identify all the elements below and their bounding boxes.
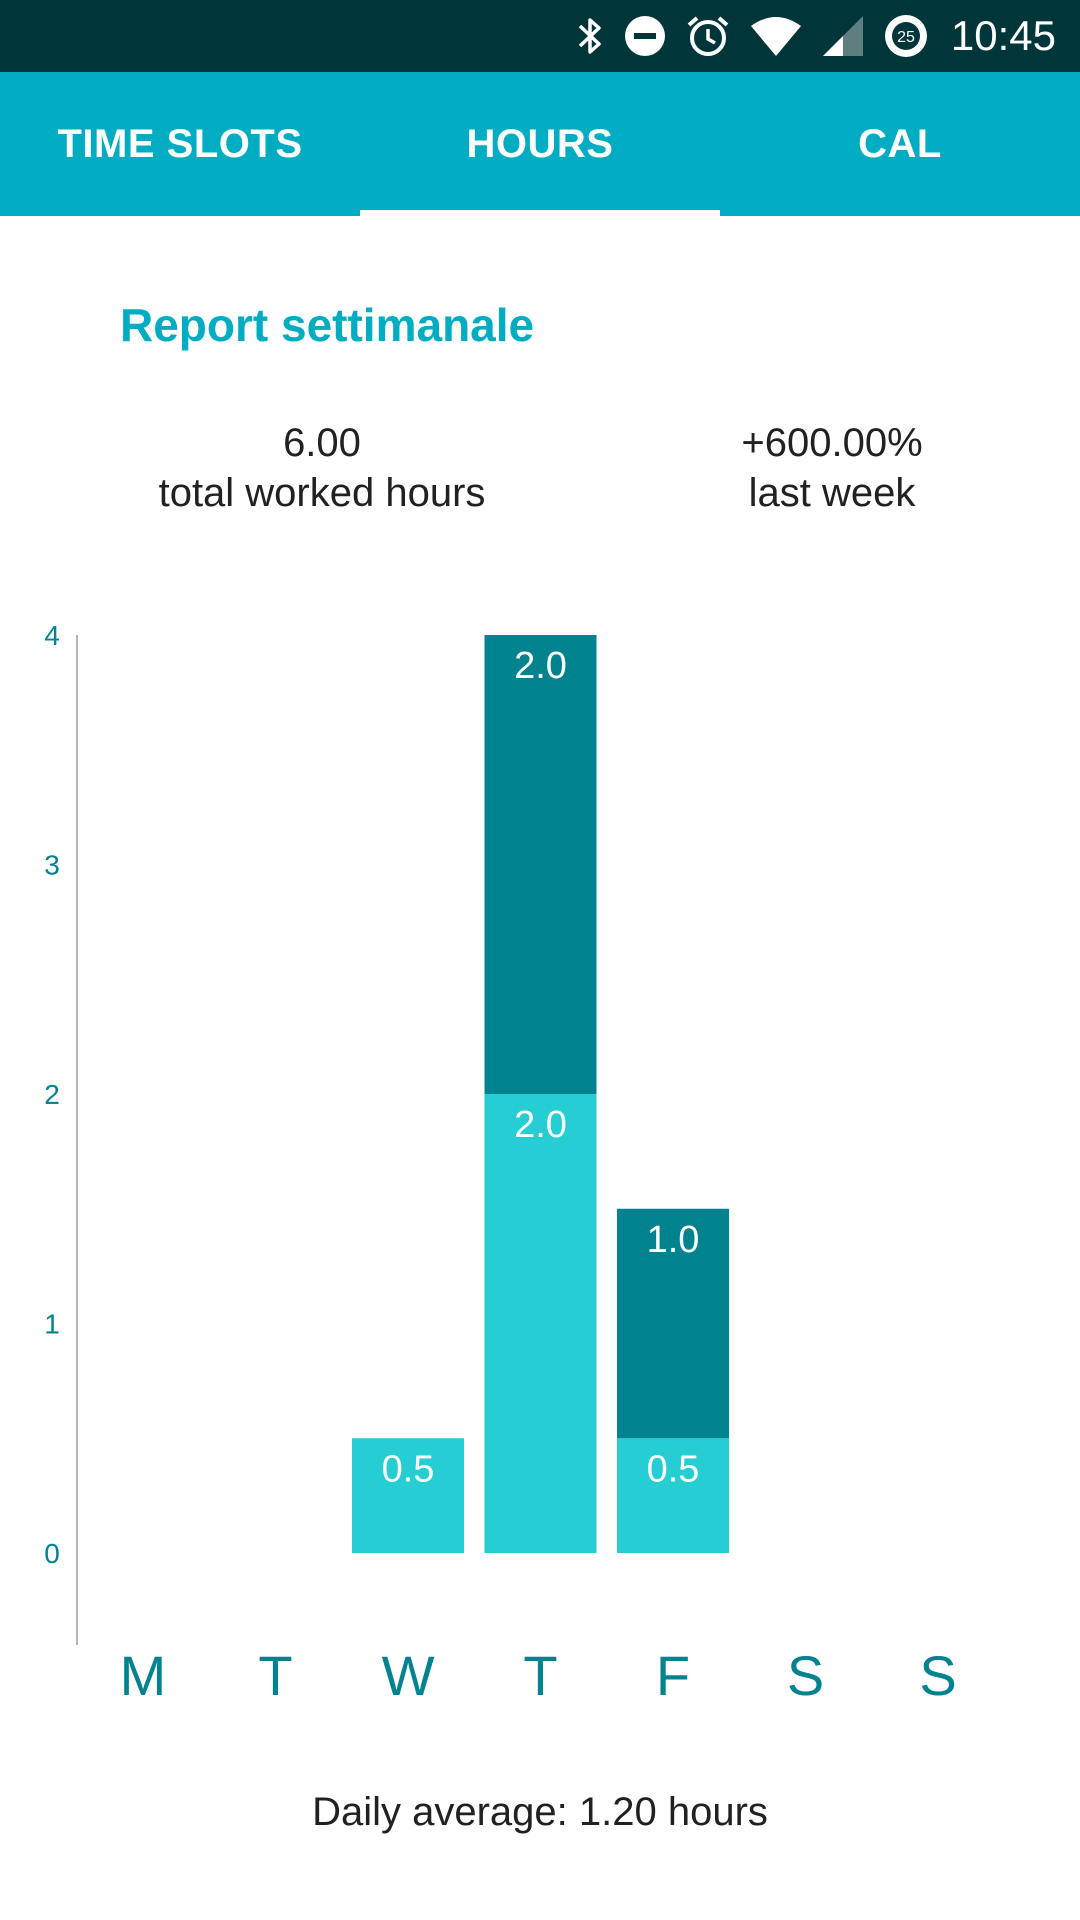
badge-value: 25 — [897, 29, 915, 46]
tab-hours[interactable]: HOURS — [360, 72, 720, 216]
status-clock: 10:45 — [950, 12, 1056, 59]
daily-average: Daily average: 1.20 hours — [312, 1790, 768, 1834]
y-tick-label: 2 — [44, 1079, 60, 1110]
bar-data-label: 2.0 — [514, 1104, 567, 1146]
report-title: Report settimanale — [120, 299, 535, 351]
status-icons: 25 10:45 — [575, 0, 1056, 72]
tab-bar: TIME SLOTS HOURS CAL — [0, 72, 1080, 216]
x-tick-label: F — [656, 1644, 690, 1707]
total-hours-label: total worked hours — [158, 471, 486, 515]
wifi-icon — [749, 14, 803, 58]
tab-cal[interactable]: CAL — [858, 121, 942, 166]
bar-data-label: 0.5 — [647, 1448, 700, 1490]
alarm-icon — [685, 13, 731, 59]
bar-data-label: 2.0 — [514, 645, 567, 687]
bar-segment — [617, 1208, 729, 1439]
x-tick-label: S — [919, 1644, 956, 1707]
bar-segment — [617, 1438, 729, 1553]
total-hours-stat: 6.00 total worked hours — [122, 418, 522, 518]
y-tick-label: 0 — [44, 1538, 60, 1569]
week-change-stat: +600.00% last week — [682, 418, 982, 518]
week-change-label: last week — [748, 471, 916, 515]
status-bar: 25 10:45 — [0, 0, 1080, 72]
cell-signal-icon — [821, 14, 865, 58]
bar-segment — [484, 635, 597, 1094]
bar-segment — [352, 1438, 464, 1553]
data-saver-icon: 25 — [883, 13, 929, 59]
bluetooth-icon — [575, 14, 605, 58]
bar-data-label: 1.0 — [647, 1219, 700, 1261]
weekly-hours-chart: 0 1 2 3 4 M T W 0.5 T 2.0 2.0 F 0.5 1.0 S S — [44, 620, 956, 1707]
total-hours-value: 6.00 — [283, 421, 361, 465]
x-tick-label: M — [120, 1644, 167, 1707]
week-change-value: +600.00% — [741, 421, 923, 465]
tab-time-slots[interactable]: TIME SLOTS — [57, 121, 303, 166]
y-tick-label: 1 — [44, 1309, 60, 1340]
x-tick-label: W — [382, 1644, 435, 1707]
y-tick-label: 3 — [44, 850, 60, 881]
y-tick-label: 4 — [44, 620, 60, 651]
x-tick-label: T — [523, 1644, 557, 1707]
bar-segment — [484, 1094, 597, 1553]
x-tick-label: T — [258, 1644, 292, 1707]
do-not-disturb-icon — [623, 14, 667, 58]
bar-data-label: 0.5 — [382, 1448, 435, 1490]
x-tick-label: S — [787, 1644, 824, 1707]
